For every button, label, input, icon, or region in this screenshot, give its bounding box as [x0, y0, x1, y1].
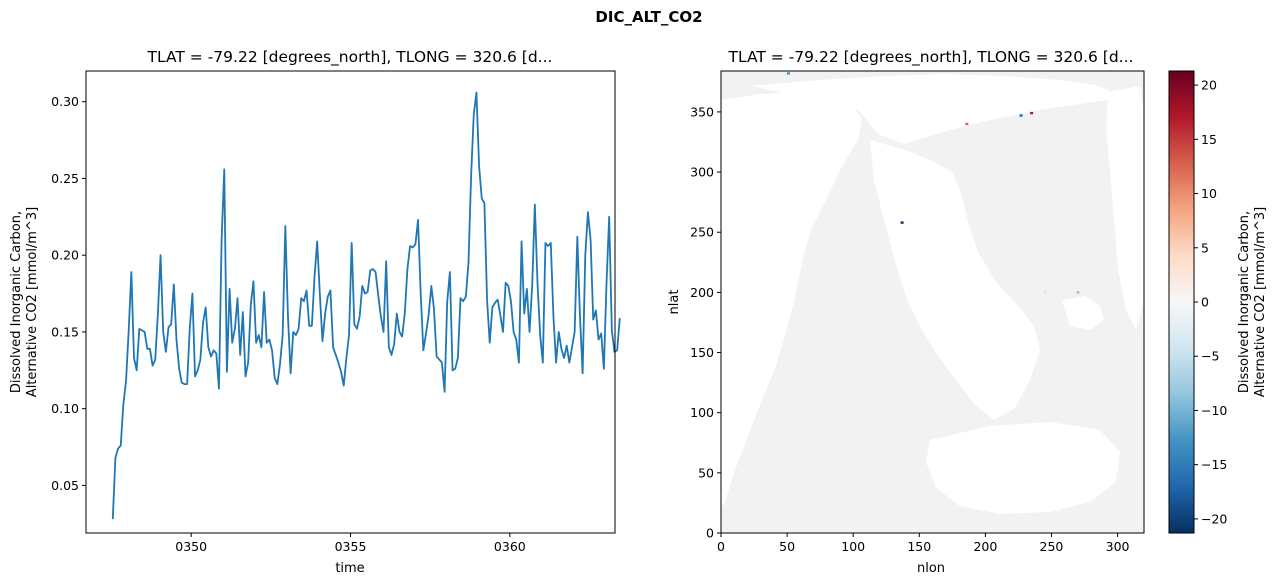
- line-chart: TLAT = -79.22 [degrees_north], TLONG = 3…: [9, 48, 621, 576]
- line-y-tick-label: 0.05: [51, 478, 79, 493]
- colorbar-tick-label: 15: [1201, 132, 1217, 147]
- map-x-axis: 0 50 100 150 200 250 300: [717, 533, 1130, 554]
- line-chart-y-axis: 0.05 0.10 0.15 0.20 0.25 0.30: [51, 94, 86, 493]
- line-series: [111, 91, 621, 520]
- figure-suptitle: DIC_ALT_CO2: [595, 8, 702, 26]
- map-x-tick-label: 100: [841, 539, 865, 554]
- colorbar-tick-label: 5: [1201, 240, 1209, 255]
- line-y-tick-label: 0.20: [51, 248, 79, 263]
- map-y-tick-label: 0: [706, 526, 714, 541]
- map-frame: [720, 70, 1145, 534]
- anomaly-cell: [900, 221, 904, 224]
- map-title: TLAT = -79.22 [degrees_north], TLONG = 3…: [728, 48, 1134, 67]
- map-anomaly-cells: [786, 72, 1080, 294]
- map-y-tick-label: 350: [690, 104, 714, 119]
- map-x-label: nlon: [917, 561, 945, 576]
- colorbar-tick-label: 10: [1201, 186, 1217, 201]
- map-y-tick-label: 200: [690, 285, 714, 300]
- map-heatmap: TLAT = -79.22 [degrees_north], TLONG = 3…: [667, 48, 1268, 576]
- line-x-tick-label: 0350: [175, 539, 207, 554]
- line-y-tick-label: 0.10: [51, 401, 79, 416]
- map-y-tick-label: 250: [690, 225, 714, 240]
- colorbar-tick-label: −5: [1201, 349, 1219, 364]
- map-y-tick-label: 50: [698, 465, 714, 480]
- land-mass-north: [752, 74, 1120, 144]
- anomaly-cell: [1019, 114, 1023, 117]
- colorbar-tick-label: −15: [1201, 457, 1227, 472]
- colorbar-tick-label: −10: [1201, 403, 1227, 418]
- line-x-tick-label: 0355: [335, 539, 367, 554]
- line-x-tick-label: 0360: [494, 539, 526, 554]
- colorbar-label-line1: Dissolved Inorganic Carbon,: [1237, 211, 1252, 393]
- map-y-axis: 0 50 100 150 200 250 300 350: [690, 104, 721, 541]
- colorbar-label-line2: Alternative CO2 [mmol/m^3]: [1253, 207, 1268, 397]
- map-x-tick-label: 250: [1040, 539, 1064, 554]
- colorbar-tick-label: 0: [1201, 295, 1209, 310]
- land-mass-west: [721, 92, 862, 505]
- map-y-tick-label: 100: [690, 405, 714, 420]
- colorbar-axis: −20 −15 −10 −5 0 5 10 15 20: [1194, 78, 1227, 526]
- map-x-tick-label: 0: [717, 539, 725, 554]
- anomaly-cell: [1030, 111, 1034, 115]
- map-x-tick-label: 200: [973, 539, 997, 554]
- land-mass-south: [926, 422, 1120, 514]
- colorbar-tick-label: −20: [1201, 511, 1227, 526]
- line-chart-x-label: time: [335, 561, 364, 576]
- map-x-tick-label: 300: [1106, 539, 1130, 554]
- land-mass-east: [1106, 86, 1144, 330]
- map-x-tick-label: 150: [907, 539, 931, 554]
- anomaly-cell: [1076, 291, 1080, 294]
- colorbar-tick-label: 20: [1201, 78, 1217, 93]
- line-y-tick-label: 0.30: [51, 94, 79, 109]
- anomaly-cell: [786, 72, 790, 75]
- line-chart-frame: [85, 70, 616, 534]
- line-y-tick-label: 0.15: [51, 324, 79, 339]
- map-y-tick-label: 300: [690, 165, 714, 180]
- map-y-label: nlat: [667, 290, 682, 315]
- line-chart-title: TLAT = -79.22 [degrees_north], TLONG = 3…: [147, 48, 553, 67]
- line-chart-y-label-line2: Alternative CO2 [mmol/m^3]: [25, 207, 40, 397]
- colorbar: [1168, 70, 1195, 534]
- line-y-tick-label: 0.25: [51, 171, 79, 186]
- line-chart-x-axis: 0350 0355 0360: [175, 533, 526, 554]
- land-mass-central: [870, 140, 1040, 420]
- line-chart-y-label-line1: Dissolved Inorganic Carbon,: [9, 211, 24, 393]
- anomaly-cell: [1043, 291, 1047, 294]
- map-land-mask: [721, 74, 1144, 514]
- anomaly-cell: [965, 122, 969, 126]
- map-x-tick-label: 50: [779, 539, 795, 554]
- land-mass-east-island: [1062, 296, 1104, 330]
- map-y-tick-label: 150: [690, 345, 714, 360]
